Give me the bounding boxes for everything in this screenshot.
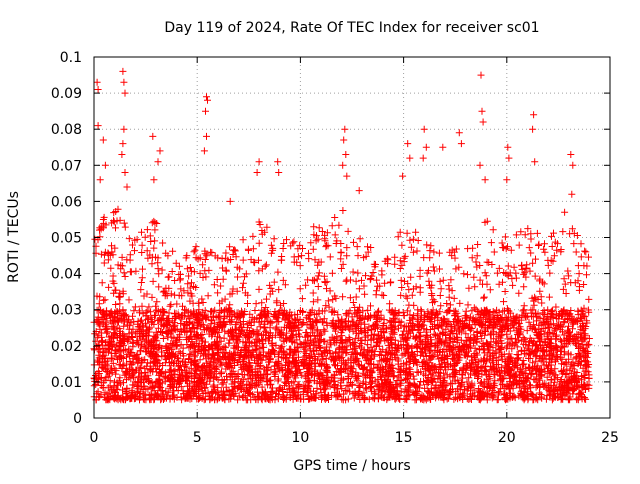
chart-container: 051015202500.010.020.030.040.050.060.070… — [0, 0, 640, 480]
chart-svg: 051015202500.010.020.030.040.050.060.070… — [0, 0, 640, 480]
